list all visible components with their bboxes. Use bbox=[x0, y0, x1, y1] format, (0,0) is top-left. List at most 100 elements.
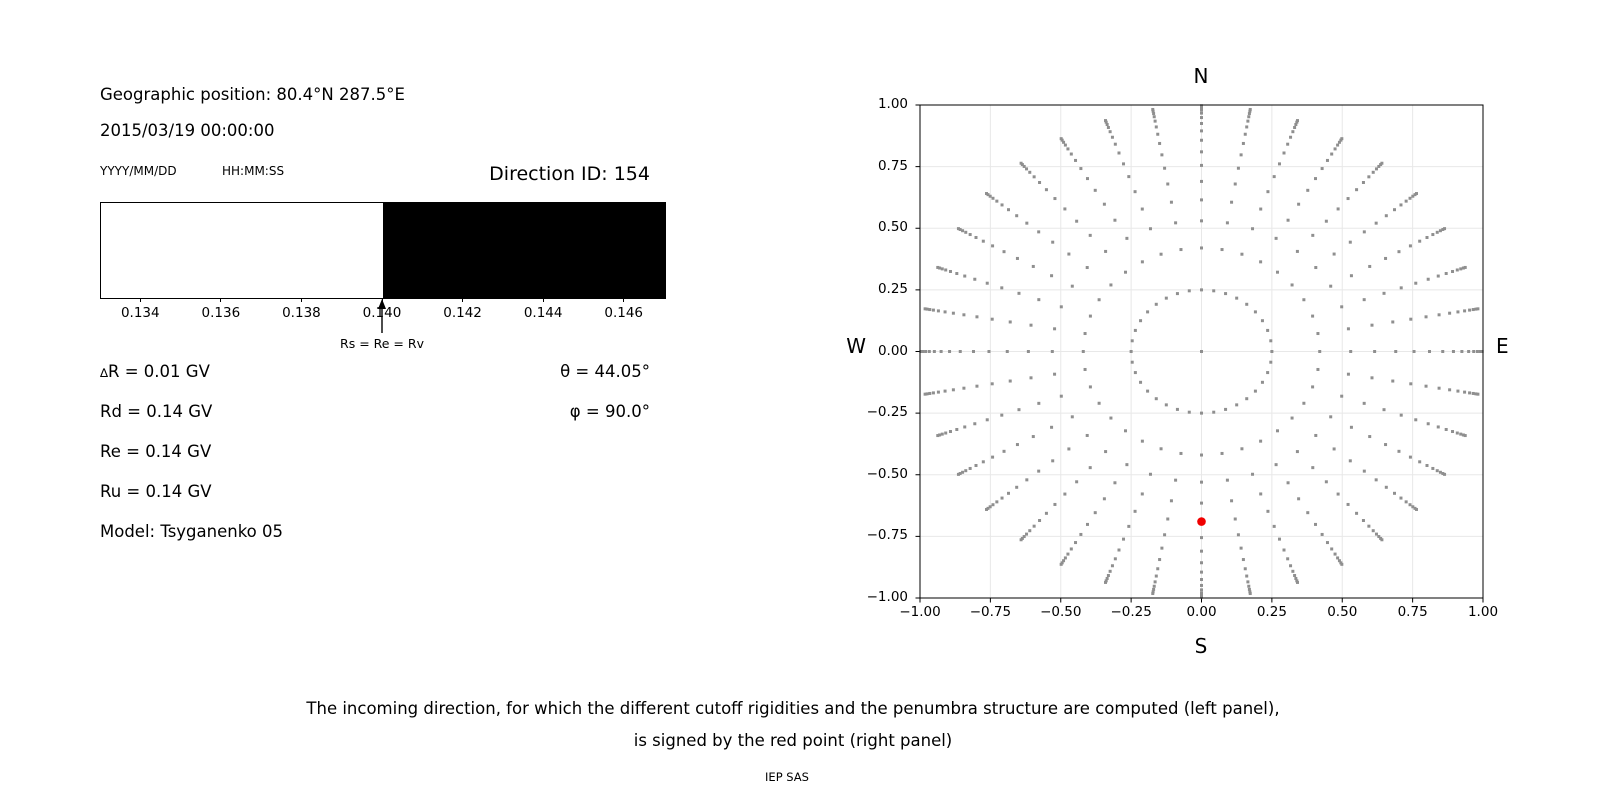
direction-dot bbox=[1059, 562, 1063, 566]
direction-dot bbox=[1063, 143, 1067, 147]
direction-dot bbox=[1125, 236, 1129, 240]
delta-r-text: ∆R = 0.01 GV bbox=[100, 362, 210, 383]
direction-dot bbox=[1154, 397, 1158, 401]
direction-dot bbox=[1455, 268, 1459, 272]
direction-dot bbox=[1063, 492, 1067, 496]
direction-dot bbox=[1085, 266, 1089, 270]
time-format-label: HH:MM:SS bbox=[222, 164, 285, 178]
direction-dot bbox=[1129, 350, 1133, 353]
direction-dot bbox=[1127, 175, 1131, 179]
direction-dot bbox=[1000, 286, 1004, 290]
direction-dot bbox=[1384, 256, 1388, 260]
direction-dot bbox=[1019, 538, 1023, 542]
direction-dot bbox=[1337, 140, 1341, 144]
direction-dot bbox=[1117, 151, 1121, 155]
direction-dot bbox=[1187, 289, 1191, 293]
penumbra-tick-label: 0.142 bbox=[443, 305, 482, 321]
direction-dot bbox=[1428, 350, 1432, 353]
direction-dot bbox=[991, 244, 995, 248]
direction-dot bbox=[1200, 411, 1203, 415]
direction-dot bbox=[1362, 401, 1366, 405]
direction-dot bbox=[1156, 132, 1160, 136]
direction-dot bbox=[1461, 433, 1465, 437]
direction-dot bbox=[1130, 339, 1134, 343]
direction-dot bbox=[1414, 418, 1418, 422]
direction-dot bbox=[1463, 265, 1467, 269]
direction-dot bbox=[1371, 170, 1375, 174]
direction-dot bbox=[1200, 536, 1203, 540]
direction-dot bbox=[1050, 274, 1054, 278]
direction-dot bbox=[1245, 397, 1249, 401]
direction-dot bbox=[991, 455, 995, 459]
direction-dot bbox=[1038, 180, 1042, 184]
direction-dot bbox=[1037, 469, 1041, 473]
direction-dot bbox=[1050, 425, 1054, 429]
direction-dot bbox=[1200, 350, 1203, 353]
direction-dot bbox=[1105, 577, 1109, 581]
direction-dot bbox=[1015, 443, 1019, 447]
y-tick-label: −1.00 bbox=[866, 589, 908, 605]
direction-dot bbox=[1311, 233, 1315, 237]
direction-dot bbox=[1017, 291, 1021, 295]
direction-dot bbox=[1444, 427, 1448, 431]
direction-dot bbox=[951, 311, 955, 315]
direction-dot bbox=[1113, 481, 1117, 485]
direction-dot bbox=[1362, 230, 1366, 234]
direction-dot bbox=[956, 227, 960, 231]
direction-dot bbox=[1104, 120, 1108, 124]
direction-dot bbox=[1015, 256, 1019, 260]
direction-dot bbox=[1448, 311, 1452, 315]
direction-dot bbox=[1179, 451, 1183, 455]
direction-dot bbox=[1451, 430, 1455, 434]
direction-dot bbox=[1468, 391, 1472, 395]
direction-dot bbox=[923, 307, 927, 311]
direction-dot bbox=[990, 382, 994, 386]
direction-dot bbox=[1151, 592, 1155, 596]
direction-dot bbox=[1246, 580, 1250, 584]
direction-dot bbox=[943, 310, 947, 314]
direction-dot bbox=[961, 470, 965, 474]
direction-dot bbox=[1200, 288, 1203, 292]
direction-dot bbox=[1022, 535, 1026, 539]
direction-dot bbox=[938, 266, 942, 270]
direction-dot bbox=[1029, 323, 1033, 327]
direction-dot bbox=[1384, 485, 1388, 489]
direction-dot bbox=[1374, 478, 1378, 482]
direction-dot bbox=[1290, 283, 1294, 287]
direction-dot bbox=[1330, 547, 1334, 551]
direction-dot bbox=[985, 281, 989, 285]
direction-dot bbox=[1294, 577, 1298, 581]
delta-symbol: ∆ bbox=[100, 366, 109, 380]
direction-dot bbox=[1066, 147, 1070, 151]
direction-dot bbox=[1067, 447, 1071, 451]
direction-dot bbox=[1414, 281, 1418, 285]
direction-dot bbox=[1266, 509, 1270, 513]
direction-dot bbox=[1411, 505, 1415, 509]
direction-dot bbox=[1200, 561, 1203, 565]
direction-dot bbox=[1044, 188, 1048, 192]
direction-dot bbox=[1311, 385, 1315, 389]
direction-dot bbox=[1475, 350, 1479, 353]
direction-dot bbox=[1259, 260, 1263, 264]
direction-dot bbox=[1000, 413, 1004, 417]
direction-dot bbox=[1468, 308, 1472, 312]
rd-text: Rd = 0.14 GV bbox=[100, 402, 213, 421]
direction-dot bbox=[1088, 314, 1092, 318]
direction-dot bbox=[1367, 175, 1371, 179]
direction-dot bbox=[1067, 252, 1071, 256]
direction-dot bbox=[986, 193, 990, 197]
direction-dot bbox=[921, 350, 925, 353]
direction-dot bbox=[1113, 142, 1117, 146]
direction-dot bbox=[1391, 320, 1395, 324]
direction-dot bbox=[927, 350, 931, 353]
direction-dot bbox=[1349, 350, 1353, 353]
phi-text: φ = 90.0° bbox=[569, 402, 650, 421]
direction-dot bbox=[1291, 130, 1295, 134]
x-tick-label: 0.25 bbox=[1256, 604, 1287, 620]
penumbra-tick-label: 0.136 bbox=[201, 305, 241, 321]
x-tick-label: 0.00 bbox=[1186, 604, 1217, 620]
direction-dot bbox=[1200, 116, 1203, 120]
direction-dot bbox=[1032, 524, 1036, 528]
direction-dot bbox=[1122, 162, 1126, 166]
direction-dot bbox=[1340, 394, 1344, 398]
